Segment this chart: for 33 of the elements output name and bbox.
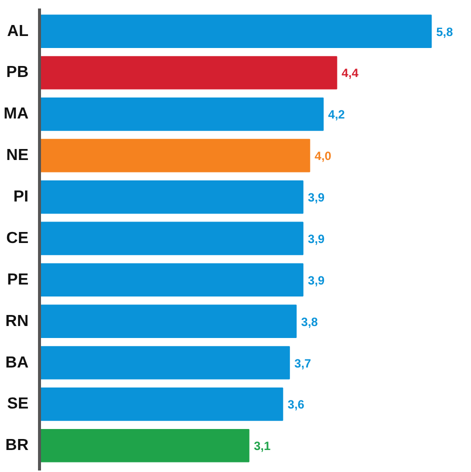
y-tick-label: NE: [6, 147, 29, 164]
bar: [40, 222, 304, 256]
bar: [40, 180, 304, 214]
bar: [40, 56, 338, 90]
data-label: 3,7: [294, 356, 312, 370]
data-label: 3,8: [301, 314, 318, 329]
y-tick-label: RN: [5, 312, 28, 330]
bar: [40, 14, 432, 48]
y-tick-label: BR: [5, 437, 29, 454]
y-tick-label: PI: [13, 188, 29, 206]
data-label: 5,8: [436, 24, 454, 39]
data-label: 4,0: [314, 149, 332, 164]
y-tick-label: BA: [5, 354, 29, 372]
data-label: 4,2: [328, 108, 346, 122]
bar: [40, 346, 290, 380]
bar: [40, 138, 310, 172]
bar: [40, 263, 304, 297]
bar: [40, 428, 250, 462]
y-tick-label: AL: [7, 22, 29, 40]
data-label: 3,9: [308, 232, 325, 246]
bar: [40, 98, 324, 131]
y-tick-label: SE: [7, 396, 29, 413]
data-label: 3,9: [308, 190, 325, 205]
y-tick-label: PE: [7, 271, 29, 288]
y-tick-label: CE: [6, 230, 29, 247]
data-label: 3,9: [308, 273, 325, 288]
y-tick-label: PB: [6, 64, 29, 82]
data-label: 3,6: [288, 398, 305, 412]
y-tick-label: MA: [4, 106, 29, 123]
data-label: 3,1: [254, 439, 271, 454]
bar: [40, 388, 284, 421]
data-label: 4,4: [342, 66, 359, 80]
bar: [40, 304, 297, 338]
